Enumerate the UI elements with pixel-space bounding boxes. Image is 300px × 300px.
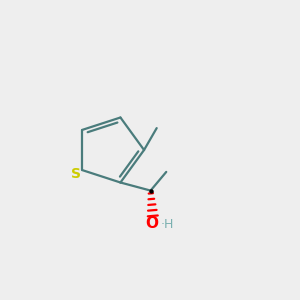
Text: S: S — [71, 167, 81, 181]
Text: ·H: ·H — [160, 218, 174, 231]
Text: O: O — [146, 216, 159, 231]
